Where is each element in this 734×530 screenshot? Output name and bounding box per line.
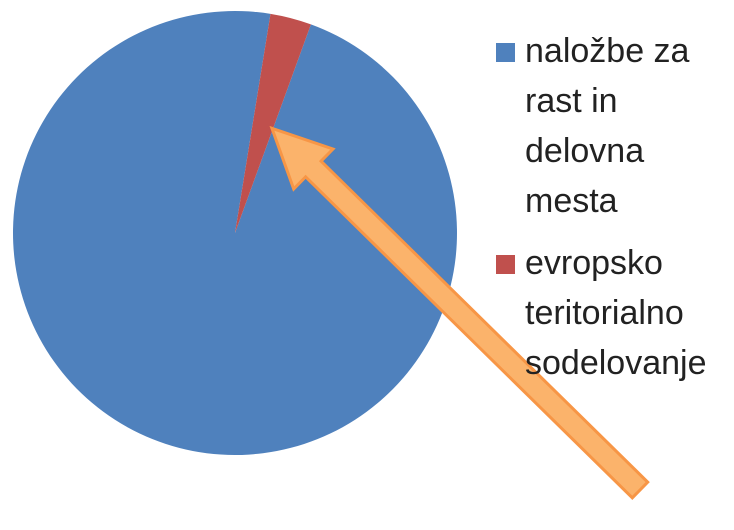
pie-slice (235, 13, 311, 234)
legend-label: evropsko teritorialno sodelovanje (525, 244, 707, 382)
slices (12, 10, 457, 455)
legend: naložbe za rast in delovna mesta evropsko… (496, 26, 732, 400)
legend-swatch (496, 255, 515, 274)
pie-slice (12, 10, 457, 455)
legend-swatch (496, 43, 515, 62)
legend-item: evropsko teritorialno sodelovanje (496, 238, 732, 388)
legend-item: naložbe za rast in delovna mesta (496, 26, 732, 226)
arrow-shape (269, 125, 650, 500)
arrow (269, 125, 650, 500)
legend-label: naložbe za rast in delovna mesta (525, 32, 690, 220)
